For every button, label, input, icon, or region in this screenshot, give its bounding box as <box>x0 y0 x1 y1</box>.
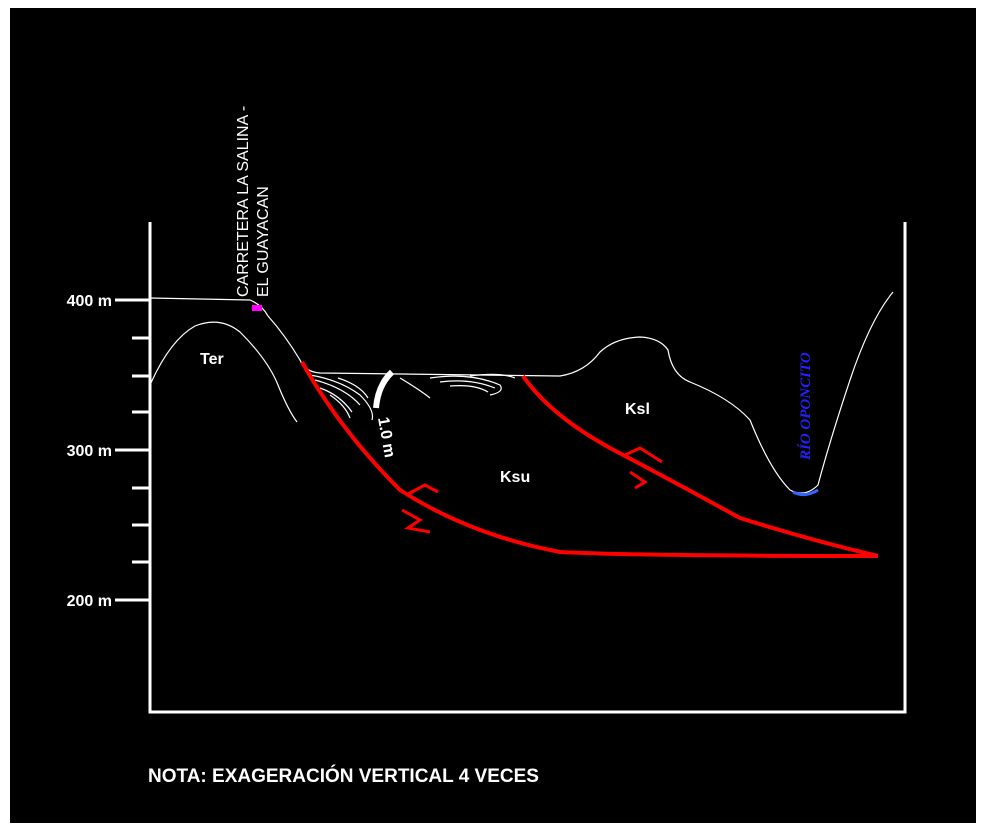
axis-label: 300 m <box>67 443 112 460</box>
road-label: EL GUAYACAN <box>255 186 272 297</box>
road-label: CARRETERA LA SALINA - <box>235 106 252 297</box>
road-marker <box>252 305 262 311</box>
background <box>10 8 976 823</box>
unit-label: Ksu <box>500 469 530 486</box>
unit-label: Ter <box>200 351 224 368</box>
cross-section: 400 m 300 m 200 m CARRETERA LA SALINA - … <box>0 0 984 833</box>
river-label: RÍO OPONCITO <box>797 352 814 461</box>
axis-label: 400 m <box>67 293 112 310</box>
note: NOTA: EXAGERACIÓN VERTICAL 4 VECES <box>148 765 539 787</box>
page: 400 m 300 m 200 m CARRETERA LA SALINA - … <box>0 0 984 833</box>
axis-label: 200 m <box>67 593 112 610</box>
unit-label: Ksl <box>625 401 650 418</box>
